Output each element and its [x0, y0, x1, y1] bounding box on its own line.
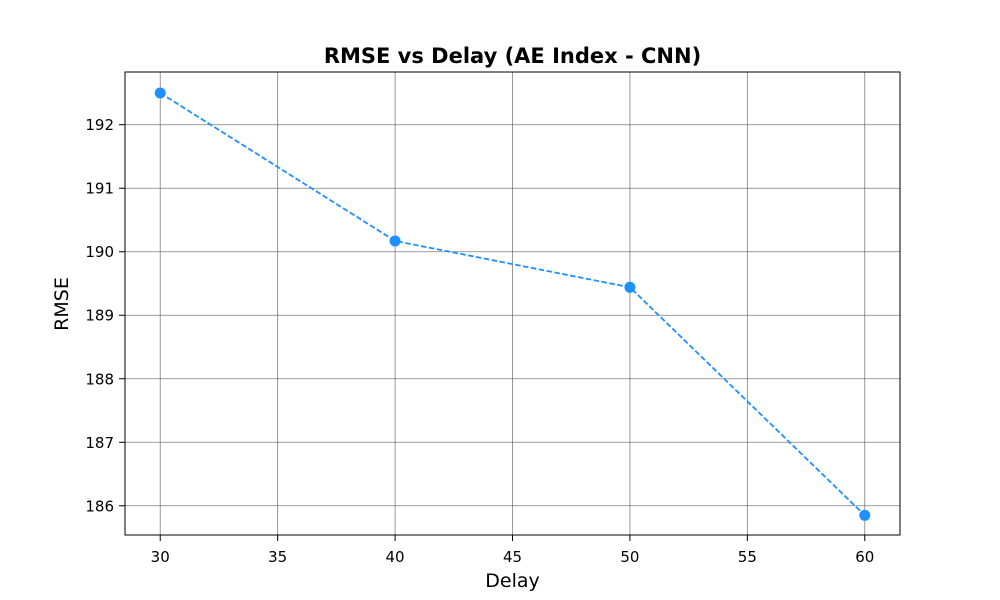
x-tick-label: 60 [855, 548, 874, 566]
data-point-marker [154, 87, 166, 99]
y-axis-label: RMSE [51, 277, 73, 331]
y-tick-label: 189 [85, 307, 114, 325]
y-axis-ticks: 186 187 188 189 190 191 192 [85, 116, 125, 515]
x-axis-label: Delay [485, 570, 540, 592]
x-tick-label: 40 [386, 548, 405, 566]
data-point-marker [859, 509, 871, 521]
y-tick-label: 191 [85, 180, 114, 198]
x-tick-label: 30 [151, 548, 170, 566]
y-tick-label: 192 [85, 116, 114, 134]
y-tick-label: 190 [85, 243, 114, 261]
x-tick-label: 55 [738, 548, 757, 566]
data-point-marker [624, 281, 636, 293]
y-tick-label: 187 [85, 434, 114, 452]
grid [125, 72, 900, 535]
plot-area-frame [124, 71, 901, 536]
y-tick-label: 186 [85, 497, 114, 515]
x-axis-ticks: 30 35 40 45 50 55 60 [151, 535, 874, 566]
y-tick-label: 188 [85, 370, 114, 388]
x-tick-label: 35 [268, 548, 287, 566]
series-line [159, 92, 866, 516]
series-layer [154, 87, 871, 521]
chart-title: RMSE vs Delay (AE Index - CNN) [324, 44, 701, 68]
data-point-marker [389, 235, 401, 247]
x-tick-label: 50 [620, 548, 639, 566]
x-tick-label: 45 [503, 548, 522, 566]
